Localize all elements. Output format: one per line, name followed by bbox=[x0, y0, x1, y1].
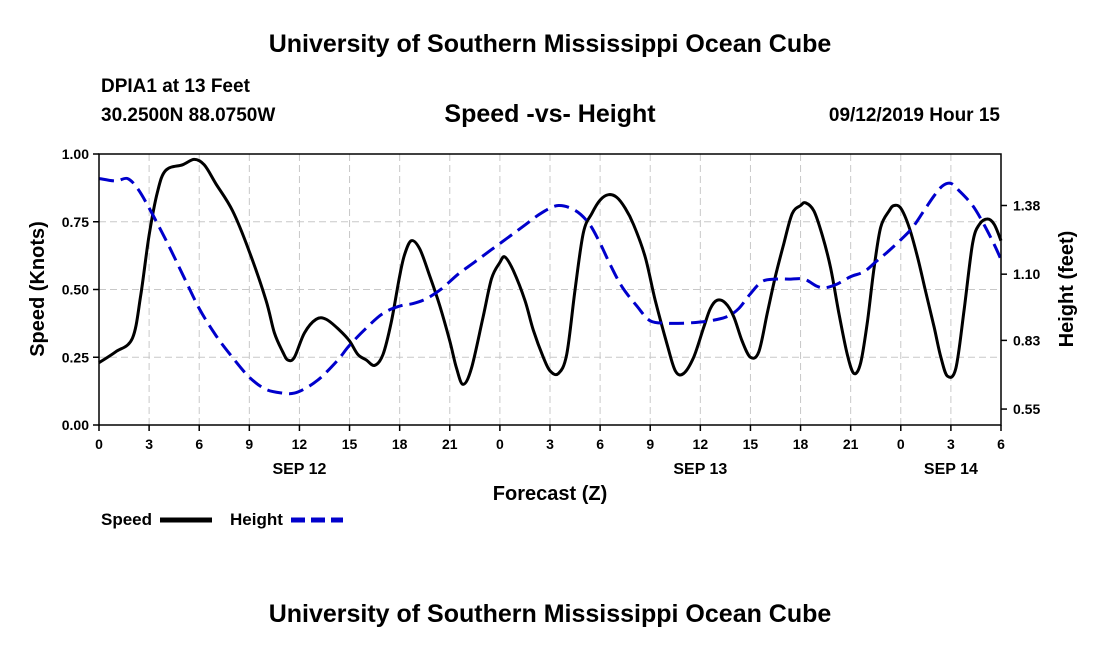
y2-axis-title: Height (feet) bbox=[1056, 231, 1078, 348]
y-tick-label: 0.50 bbox=[62, 282, 89, 298]
legend: Speed Height bbox=[101, 510, 343, 529]
speed-series-line bbox=[98, 157, 1003, 386]
x-tick-label: 21 bbox=[442, 436, 458, 452]
date-label: SEP 12 bbox=[272, 461, 326, 478]
date-label: SEP 13 bbox=[673, 461, 727, 478]
x-tick-label: 3 bbox=[145, 436, 153, 452]
y-tick-label: 1.00 bbox=[62, 146, 89, 162]
x-tick-label: 12 bbox=[292, 436, 308, 452]
legend-speed-label: Speed bbox=[101, 510, 152, 529]
chart-subtitle: Speed -vs- Height bbox=[444, 100, 656, 128]
axes: 0 3 6 9 12 15 18 21 0 3 6 9 12 15 18 21 0 3 6 SEP 12 SEP 13 S… bbox=[62, 146, 1041, 478]
y2-tick-label: 1.10 bbox=[1013, 266, 1040, 282]
x-tick-label: 15 bbox=[743, 436, 759, 452]
station-coords: 30.2500N 88.0750W bbox=[101, 105, 276, 126]
x-tick-label: 12 bbox=[693, 436, 709, 452]
x-tick-label: 15 bbox=[342, 436, 358, 452]
x-tick-label: 9 bbox=[245, 436, 253, 452]
x-tick-label: 0 bbox=[496, 436, 504, 452]
x-tick-label: 0 bbox=[95, 436, 103, 452]
station-label: DPIA1 at 13 Feet bbox=[101, 76, 250, 97]
x-axis-title: Forecast (Z) bbox=[493, 483, 607, 505]
forecast-timestamp: 09/12/2019 Hour 15 bbox=[828, 105, 1000, 126]
x-tick-label: 9 bbox=[646, 436, 654, 452]
height-series-line bbox=[98, 176, 1003, 396]
x-tick-label: 6 bbox=[195, 436, 203, 452]
x-tick-label: 21 bbox=[843, 436, 859, 452]
y2-tick-label: 0.83 bbox=[1013, 332, 1040, 348]
y2-tick-label: 1.38 bbox=[1013, 198, 1040, 214]
y-tick-label: 0.75 bbox=[62, 214, 89, 230]
legend-height-label: Height bbox=[230, 510, 283, 529]
x-tick-label: 6 bbox=[997, 436, 1005, 452]
y-tick-label: 0.00 bbox=[62, 417, 89, 433]
footer-title: University of Southern Mississippi Ocean… bbox=[268, 600, 832, 628]
x-tick-label: 18 bbox=[793, 436, 809, 452]
y-axis-title: Speed (Knots) bbox=[27, 221, 49, 357]
grid bbox=[99, 154, 1001, 425]
x-tick-label: 3 bbox=[947, 436, 955, 452]
x-tick-label: 6 bbox=[596, 436, 604, 452]
x-tick-label: 3 bbox=[546, 436, 554, 452]
x-tick-label: 18 bbox=[392, 436, 408, 452]
series-layer bbox=[98, 157, 1003, 396]
date-label: SEP 14 bbox=[924, 461, 978, 478]
chart-title: University of Southern Mississippi Ocean… bbox=[268, 30, 832, 58]
x-tick-label: 0 bbox=[897, 436, 905, 452]
y2-tick-label: 0.55 bbox=[1013, 401, 1040, 417]
y-tick-label: 0.25 bbox=[62, 349, 89, 365]
